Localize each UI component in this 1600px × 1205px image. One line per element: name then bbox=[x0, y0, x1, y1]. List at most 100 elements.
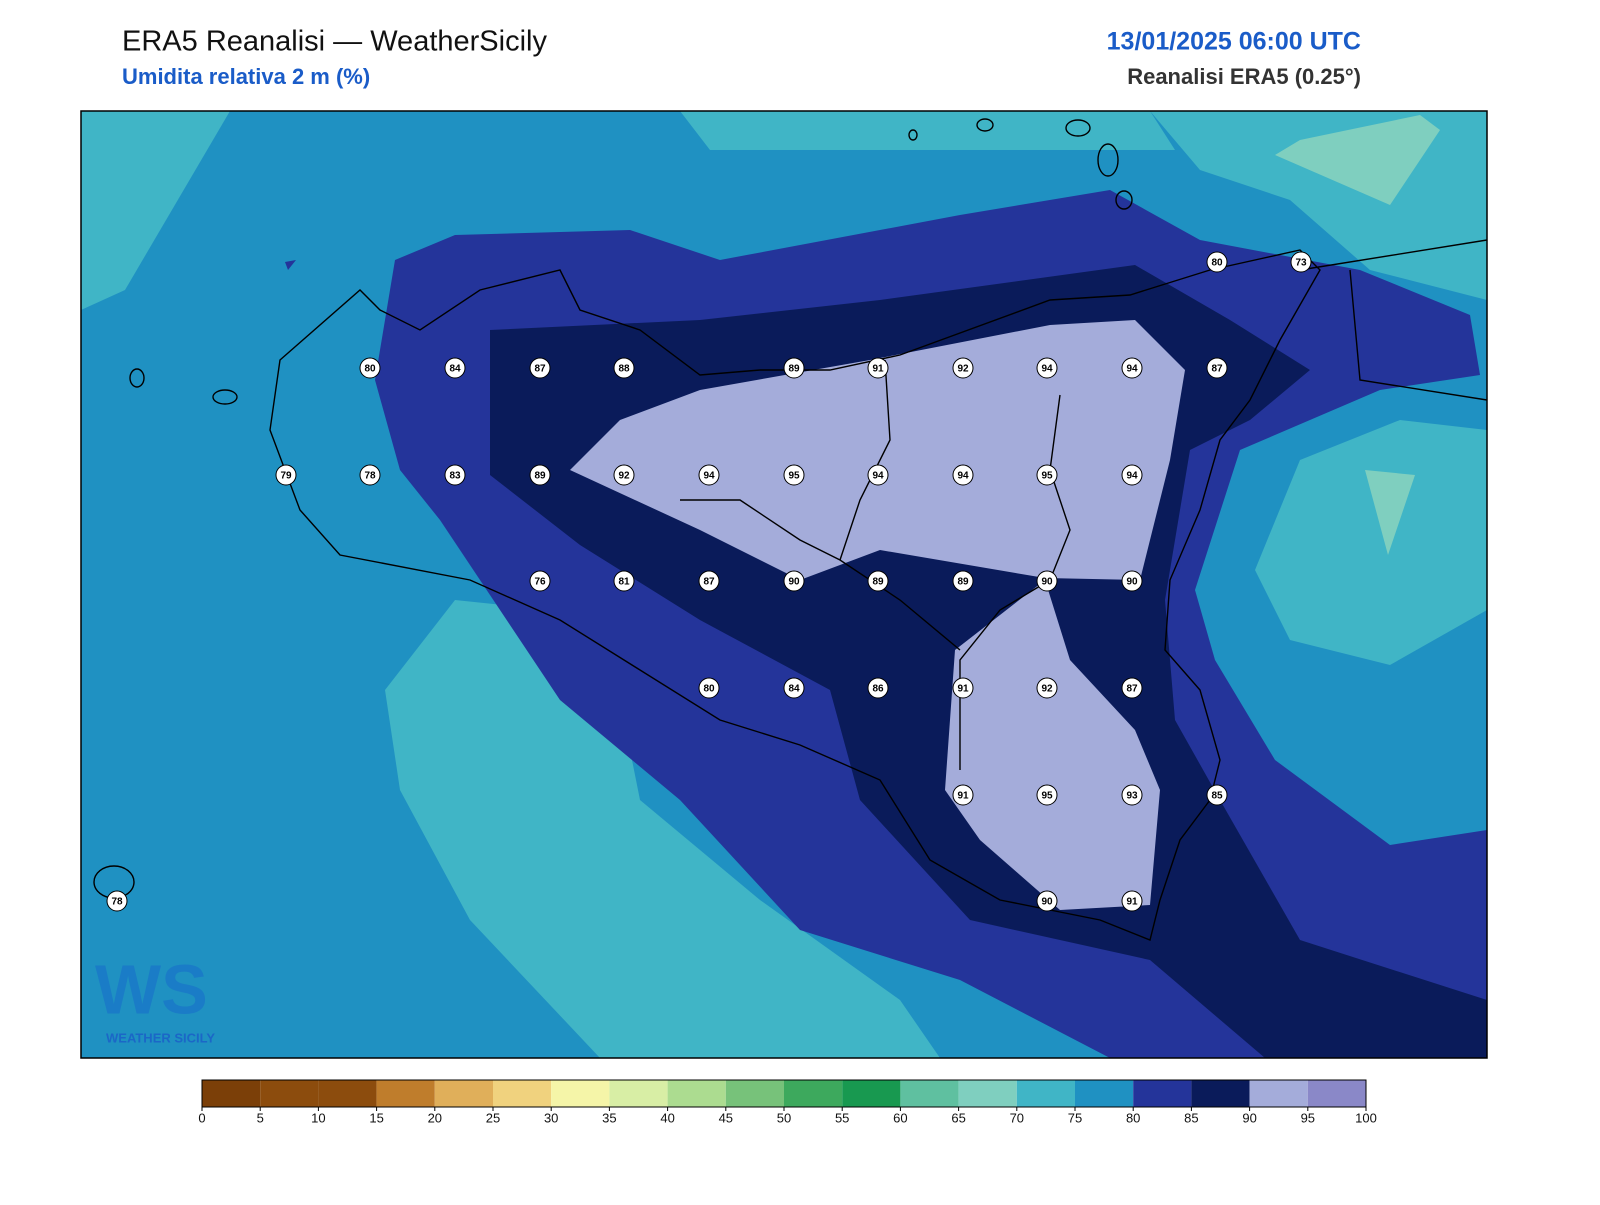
station-value: 87 bbox=[1126, 684, 1138, 695]
station-value: 87 bbox=[534, 364, 546, 375]
station-value: 89 bbox=[957, 577, 969, 588]
station-marker bbox=[1036, 677, 1058, 699]
station-marker bbox=[613, 570, 635, 592]
station-marker bbox=[529, 464, 551, 486]
station-value: 95 bbox=[788, 471, 800, 482]
station-value: 94 bbox=[957, 471, 969, 482]
island bbox=[129, 368, 145, 388]
station-marker bbox=[1036, 784, 1058, 806]
station-marker bbox=[1121, 890, 1143, 912]
logo-mark: WS bbox=[95, 950, 208, 1028]
border bbox=[680, 499, 961, 651]
station-value: 90 bbox=[788, 577, 800, 588]
station-marker bbox=[783, 677, 805, 699]
map: WS WEATHER SICILY bbox=[81, 111, 1487, 1058]
station-value: 91 bbox=[957, 791, 969, 802]
station-marker bbox=[952, 464, 974, 486]
station-value: 92 bbox=[618, 471, 630, 482]
map-frame bbox=[80, 110, 1488, 1059]
station-marker bbox=[867, 570, 889, 592]
colorbar-tick-label: 50 bbox=[777, 1110, 791, 1125]
station-value: 76 bbox=[534, 577, 546, 588]
station-value: 83 bbox=[449, 471, 461, 482]
station-marker bbox=[698, 677, 720, 699]
island bbox=[212, 389, 238, 405]
station-value: 91 bbox=[1126, 897, 1138, 908]
station-value: 81 bbox=[618, 577, 630, 588]
station-marker bbox=[359, 464, 381, 486]
border bbox=[1349, 269, 1487, 401]
station-marker bbox=[952, 784, 974, 806]
station-marker bbox=[783, 570, 805, 592]
colorbar-tick-label: 65 bbox=[951, 1110, 965, 1125]
colorbar-tick-label: 0 bbox=[198, 1110, 205, 1125]
colorbar-tick-label: 10 bbox=[311, 1110, 325, 1125]
station-value: 94 bbox=[1126, 471, 1138, 482]
title: ERA5 Reanalisi — WeatherSicily bbox=[122, 26, 547, 58]
station-value: 89 bbox=[788, 364, 800, 375]
colorbar-segment bbox=[1249, 1080, 1308, 1107]
colorbar-segment bbox=[958, 1080, 1017, 1107]
colorbar-tick-label: 5 bbox=[257, 1110, 264, 1125]
colorbar-tick-label: 90 bbox=[1242, 1110, 1256, 1125]
station-marker bbox=[1206, 357, 1228, 379]
station-marker bbox=[783, 357, 805, 379]
station-value: 94 bbox=[703, 471, 715, 482]
colorbar-tick-label: 45 bbox=[719, 1110, 733, 1125]
station-marker bbox=[1121, 357, 1143, 379]
station-value: 90 bbox=[1041, 577, 1053, 588]
station-marker bbox=[698, 464, 720, 486]
station-marker bbox=[1121, 570, 1143, 592]
station-marker bbox=[613, 357, 635, 379]
station-value: 85 bbox=[1211, 791, 1223, 802]
colorbar-tick-label: 100 bbox=[1355, 1110, 1377, 1125]
station-marker bbox=[529, 570, 551, 592]
station-value: 90 bbox=[1126, 577, 1138, 588]
station-marker bbox=[529, 357, 551, 379]
contour bbox=[1365, 470, 1415, 555]
colorbar: 0 5 10 15 20 25 30 35 40 45 50 55 60 65 70 75 80 85 90 95 10… bbox=[198, 1079, 1377, 1125]
station-marker bbox=[444, 357, 466, 379]
colorbar-segment bbox=[1133, 1080, 1192, 1107]
station-marker bbox=[275, 464, 297, 486]
station-value: 78 bbox=[364, 471, 376, 482]
colorbar-segment bbox=[1191, 1080, 1250, 1107]
station-marker bbox=[1121, 677, 1143, 699]
colorbar-segment bbox=[784, 1080, 843, 1107]
colorbar-segment bbox=[725, 1080, 784, 1107]
station-value: 73 bbox=[1295, 258, 1307, 269]
colorbar-tick-label: 25 bbox=[486, 1110, 500, 1125]
colorbar-tick-label: 20 bbox=[428, 1110, 442, 1125]
colorbar-segment bbox=[1075, 1080, 1134, 1107]
station-marker bbox=[359, 357, 381, 379]
colorbar-tick-label: 30 bbox=[544, 1110, 558, 1125]
datetime: 13/01/2025 06:00 UTC bbox=[1107, 28, 1361, 56]
station-value: 80 bbox=[1211, 258, 1223, 269]
station-marker bbox=[1121, 464, 1143, 486]
station-marker bbox=[1206, 251, 1228, 273]
station-value: 91 bbox=[872, 364, 884, 375]
colorbar-tick-label: 80 bbox=[1126, 1110, 1140, 1125]
contour bbox=[1275, 115, 1440, 205]
logo-text: WEATHER SICILY bbox=[106, 1030, 215, 1045]
station-value: 88 bbox=[618, 364, 630, 375]
station-marker bbox=[1036, 890, 1058, 912]
colorbar-tick-label: 35 bbox=[602, 1110, 616, 1125]
stations: 80 73 80 84 87 88 89 91 92 94 94 87 79 78 83 89 92 94 95 94… bbox=[106, 251, 1312, 912]
colorbar-segment bbox=[551, 1080, 610, 1107]
station-marker bbox=[1036, 464, 1058, 486]
contour bbox=[680, 111, 1175, 150]
station-marker bbox=[952, 570, 974, 592]
station-value: 78 bbox=[111, 897, 123, 908]
station-value: 80 bbox=[364, 364, 376, 375]
contour bbox=[285, 260, 296, 270]
station-marker bbox=[698, 570, 720, 592]
station-marker bbox=[106, 890, 128, 912]
station-marker bbox=[867, 677, 889, 699]
colorbar-tick-label: 85 bbox=[1184, 1110, 1198, 1125]
colorbar-tick-label: 15 bbox=[369, 1110, 383, 1125]
island bbox=[1115, 190, 1133, 210]
station-marker bbox=[1121, 784, 1143, 806]
station-marker bbox=[1036, 357, 1058, 379]
colorbar-tick-label: 70 bbox=[1010, 1110, 1024, 1125]
